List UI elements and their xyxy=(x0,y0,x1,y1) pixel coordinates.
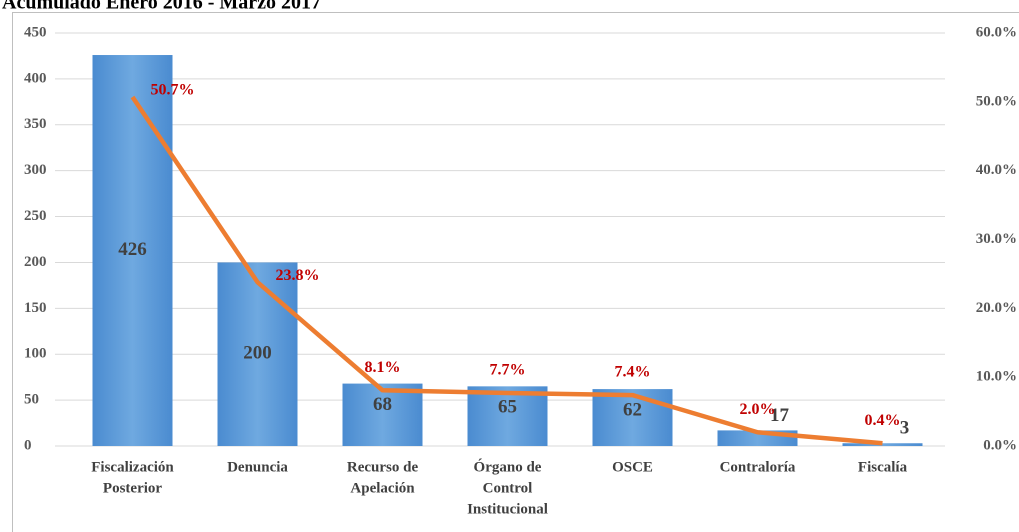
y-tick-label: 50 xyxy=(24,392,39,408)
x-tick-label: Control xyxy=(483,480,533,496)
x-tick-label: Recurso de xyxy=(347,459,419,475)
y2-tick-label: 20.0% xyxy=(976,300,1017,316)
bar-value-label: 426 xyxy=(118,239,147,260)
y-tick-label: 0 xyxy=(24,437,32,453)
y-tick-label: 250 xyxy=(24,208,47,224)
chart-title: Acumulado Enero 2016 - Marzo 2017 xyxy=(2,0,321,14)
bar xyxy=(92,55,173,446)
bar xyxy=(592,389,673,446)
y-tick-label: 350 xyxy=(24,116,47,132)
bar-value-label: 3 xyxy=(900,418,910,439)
y2-tick-label: 30.0% xyxy=(976,231,1017,247)
y2-tick-label: 10.0% xyxy=(976,369,1017,385)
y-tick-label: 450 xyxy=(24,24,47,40)
bar-value-label: 200 xyxy=(243,343,272,364)
x-tick-label: Fiscalía xyxy=(858,459,908,475)
x-tick-label: OSCE xyxy=(612,459,653,475)
line-value-label: 7.4% xyxy=(615,364,651,381)
x-tick-label: Órgano de xyxy=(474,458,542,475)
y-tick-label: 100 xyxy=(24,346,47,362)
line-value-label: 8.1% xyxy=(365,359,401,376)
y-tick-label: 150 xyxy=(24,300,47,316)
bar xyxy=(342,383,423,446)
bar xyxy=(217,262,298,446)
x-tick-label: Apelación xyxy=(350,480,415,496)
y2-tick-label: 0.0% xyxy=(983,437,1017,453)
y-tick-label: 200 xyxy=(24,254,47,270)
x-tick-label: Posterior xyxy=(103,480,162,496)
bar xyxy=(467,386,548,446)
y2-tick-label: 50.0% xyxy=(976,93,1017,109)
line-value-label: 50.7% xyxy=(151,82,195,99)
x-tick-label: Denuncia xyxy=(227,459,288,475)
line-value-label: 0.4% xyxy=(865,412,901,429)
y-tick-label: 300 xyxy=(24,162,47,178)
bar-value-label: 17 xyxy=(770,405,790,426)
line-value-label: 23.8% xyxy=(276,267,320,284)
line-value-label: 2.0% xyxy=(740,401,776,418)
x-tick-label: Contraloría xyxy=(720,459,796,475)
x-tick-label: Institucional xyxy=(467,501,548,517)
bar-value-label: 65 xyxy=(498,397,517,418)
bar xyxy=(842,443,923,446)
x-tick-label: Fiscalización xyxy=(91,459,174,475)
line xyxy=(130,95,883,446)
y2-tick-label: 40.0% xyxy=(976,162,1017,178)
bar-value-label: 68 xyxy=(373,394,392,415)
line-value-label: 7.7% xyxy=(490,362,526,379)
bar-value-label: 62 xyxy=(623,399,642,420)
y2-tick-label: 60.0% xyxy=(976,24,1017,40)
y-tick-label: 400 xyxy=(24,70,47,86)
